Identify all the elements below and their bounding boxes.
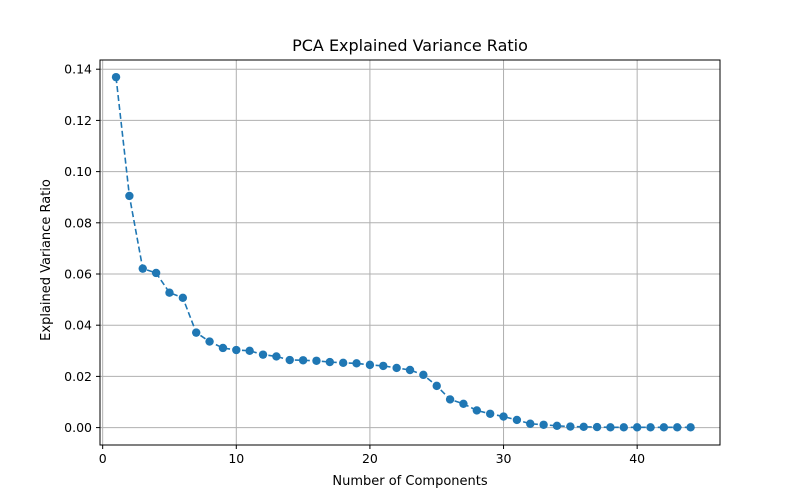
data-point — [445, 395, 455, 404]
axes-layer: 0 10 20 30 40 0.00 0.02 0.04 0.06 0.08 0.10 0.12 0.1… — [64, 59, 721, 466]
data-point — [392, 363, 401, 373]
data-point — [566, 422, 575, 431]
x-tick-label: 20 — [362, 451, 378, 466]
data-point — [312, 356, 321, 365]
x-tick-label: 10 — [228, 451, 244, 466]
data-point — [151, 268, 161, 278]
x-tick-label: 40 — [629, 451, 645, 466]
chart-title: PCA Explained Variance Ratio — [292, 36, 528, 55]
data-point — [539, 420, 548, 429]
data-point — [138, 264, 147, 273]
data-point — [205, 337, 214, 346]
data-point — [298, 356, 308, 365]
y-tick-label: 0.06 — [64, 267, 92, 282]
data-point — [686, 423, 695, 432]
data-point — [178, 293, 188, 303]
plot-frame — [99, 59, 721, 446]
data-point — [526, 419, 535, 428]
data-point — [499, 412, 508, 421]
data-point — [472, 406, 482, 415]
data-point — [218, 343, 228, 353]
x-tick-label: 30 — [496, 451, 512, 466]
data-point — [165, 288, 174, 297]
data-point — [365, 360, 375, 370]
data-point — [659, 423, 669, 432]
data-point — [352, 359, 361, 368]
y-tick-label: 0.04 — [64, 318, 92, 333]
data-point — [285, 355, 294, 365]
data-point — [232, 345, 241, 355]
data-point — [485, 409, 495, 418]
data-point — [619, 423, 628, 432]
data-point — [552, 421, 562, 431]
x-tick-label: 0 — [99, 451, 107, 466]
data-point — [432, 381, 441, 391]
data-point — [272, 352, 281, 361]
grid-layer — [100, 60, 720, 445]
data-point — [258, 350, 268, 359]
data-point — [592, 422, 602, 432]
y-tick-label: 0.02 — [64, 369, 92, 384]
y-tick-label: 0.12 — [64, 113, 92, 128]
y-tick-label: 0.00 — [64, 420, 92, 435]
series-line — [115, 77, 691, 429]
y-tick-label: 0.10 — [64, 164, 92, 179]
data-point — [325, 357, 335, 367]
data-point — [338, 358, 348, 368]
data-point — [646, 423, 655, 432]
series-layer — [111, 72, 695, 432]
data-point — [632, 423, 642, 432]
data-point — [459, 399, 468, 408]
y-tick-label: 0.14 — [64, 62, 92, 77]
data-point — [606, 423, 615, 432]
y-tick-label: 0.08 — [64, 215, 92, 230]
data-point — [379, 361, 388, 371]
data-point — [673, 423, 682, 432]
data-point — [192, 328, 201, 337]
data-point — [579, 422, 588, 432]
data-point — [125, 191, 134, 201]
data-point — [111, 72, 121, 82]
y-axis-label: Explained Variance Ratio — [39, 179, 54, 341]
data-point — [405, 365, 415, 375]
data-point — [245, 346, 254, 355]
data-point — [512, 415, 522, 425]
data-point — [419, 370, 428, 380]
x-axis-label: Number of Components — [332, 474, 487, 489]
